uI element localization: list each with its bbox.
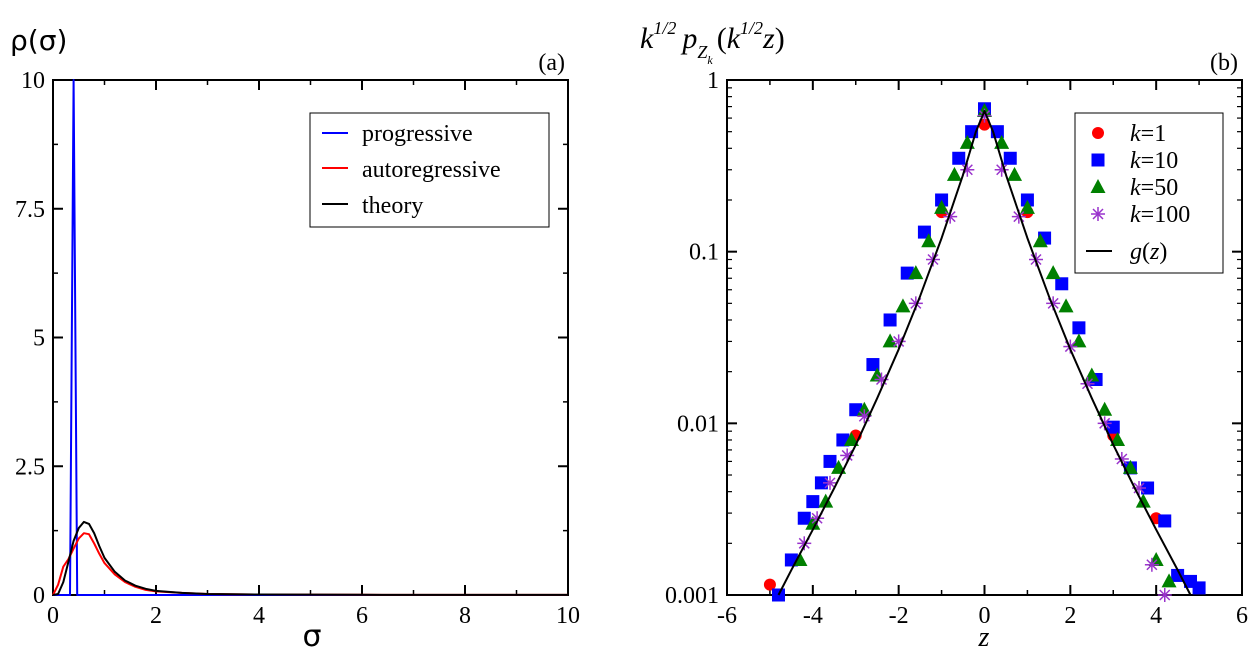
series-line-progressive xyxy=(53,79,568,596)
data-point-k50 xyxy=(1032,233,1048,248)
panel-label-b: (b) xyxy=(1210,50,1238,76)
y-axis-label-b: k1/2 pZk(k1/2z) xyxy=(640,18,785,67)
x-tick-label-b: 6 xyxy=(1236,603,1248,629)
data-point-k50 xyxy=(1135,493,1151,508)
x-tick-label-b: -2 xyxy=(889,603,909,629)
legend-label-k10: k=10 xyxy=(1130,148,1178,174)
legend-a: progressive autoregressive theory xyxy=(309,112,550,228)
x-tick-label-a: 10 xyxy=(556,603,580,629)
data-point-k100 xyxy=(840,448,855,463)
x-axis-label-b: z xyxy=(978,622,990,652)
data-point-k1 xyxy=(978,118,991,131)
legend-label-autoregressive: autoregressive xyxy=(362,157,501,183)
data-point-k50 xyxy=(882,333,898,348)
x-tick-label-a: 8 xyxy=(459,603,471,629)
legend-marker-k1 xyxy=(1092,127,1104,139)
data-point-k50 xyxy=(1007,166,1023,181)
data-point-k50 xyxy=(921,233,937,248)
x-tick-label-a: 2 xyxy=(150,603,162,629)
y-tick-label-a: 5 xyxy=(33,326,45,352)
data-point-k50 xyxy=(1019,199,1035,214)
y-tick-label-b: 0.1 xyxy=(689,240,719,266)
data-point-k50 xyxy=(1071,333,1087,348)
y-tick-label-a: 10 xyxy=(21,68,45,94)
data-point-k1 xyxy=(763,578,776,591)
data-point-k10 xyxy=(1158,514,1172,528)
x-tick-label-a: 6 xyxy=(356,603,368,629)
data-point-k10 xyxy=(797,511,811,525)
legend-label-theory: theory xyxy=(362,193,423,219)
y-tick-label-b: 0.01 xyxy=(677,411,719,437)
legend-label-g: g(z) xyxy=(1130,239,1167,265)
y-axis-label-a: ρ(σ) xyxy=(10,24,67,57)
data-point-k10 xyxy=(1192,581,1206,595)
data-point-k10 xyxy=(883,313,897,327)
data-point-k50 xyxy=(1045,265,1061,280)
data-point-k10 xyxy=(823,454,837,468)
data-point-k50 xyxy=(1058,298,1074,313)
x-tick-label-a: 4 xyxy=(253,603,265,629)
legend-label-k50: k=50 xyxy=(1130,175,1178,201)
data-point-k10 xyxy=(866,358,880,372)
y-tick-label-b: 0.001 xyxy=(665,583,719,609)
legend-label-k1: k=1 xyxy=(1130,121,1166,147)
y-tick-label-a: 0 xyxy=(33,583,45,609)
series-line-g xyxy=(777,110,1192,596)
legend-b: k=1 k=10 k=50 k=100 g(z) xyxy=(1074,112,1224,274)
data-point-k50 xyxy=(895,298,911,313)
data-point-k10 xyxy=(1072,321,1086,335)
data-point-k10 xyxy=(1171,568,1185,582)
data-point-k50 xyxy=(1097,401,1113,416)
data-point-k10 xyxy=(1141,481,1155,495)
legend-marker-k10 xyxy=(1091,153,1105,167)
x-tick-label-b: -6 xyxy=(717,603,737,629)
x-axis-label-a: σ xyxy=(302,619,321,652)
data-point-k50 xyxy=(946,166,962,181)
data-point-k100 xyxy=(1157,588,1172,602)
data-point-k10 xyxy=(814,476,828,490)
legend-box-a xyxy=(309,112,550,228)
x-tick-label-a: 0 xyxy=(47,603,59,629)
x-tick-label-b: 2 xyxy=(1064,603,1076,629)
data-point-k10 xyxy=(1055,277,1069,291)
legend-marker-k50 xyxy=(1090,179,1106,193)
legend-label-progressive: progressive xyxy=(362,121,473,147)
data-point-k50 xyxy=(843,431,859,446)
data-point-k100 xyxy=(1144,557,1159,572)
legend-marker-k100 xyxy=(1091,207,1105,221)
data-point-k50 xyxy=(1110,431,1126,446)
y-tick-label-a: 2.5 xyxy=(15,454,45,480)
panel-b: -6 -4 -2 0 2 4 6 0.001 0.01 0.1 1 k1/2 pZk(k1/2z) z… xyxy=(640,18,1248,652)
panel-a: 0 2 4 6 8 10 0 2.5 5 7.5 10 ρ(σ) σ (a) progressive… xyxy=(10,24,580,652)
data-point-k10 xyxy=(806,495,820,509)
series-line-theory xyxy=(52,520,568,596)
data-point-k50 xyxy=(818,493,834,508)
data-point-k50 xyxy=(934,199,950,214)
data-point-k100 xyxy=(891,334,906,349)
panel-label-a: (a) xyxy=(538,50,565,76)
y-tick-label-a: 7.5 xyxy=(15,197,45,223)
data-point-k10 xyxy=(1003,151,1017,165)
series-line-autoregressive xyxy=(52,532,568,596)
x-tick-label-b: 4 xyxy=(1150,603,1162,629)
data-point-k50 xyxy=(1161,573,1177,588)
x-tick-label-b: -4 xyxy=(803,603,823,629)
data-point-k100 xyxy=(823,475,837,490)
x-tick-label-b: 0 xyxy=(979,603,991,629)
data-point-k10 xyxy=(952,151,966,165)
data-point-k50 xyxy=(908,265,924,280)
y-tick-label-b: 1 xyxy=(707,68,719,94)
legend-label-k100: k=100 xyxy=(1130,202,1190,228)
